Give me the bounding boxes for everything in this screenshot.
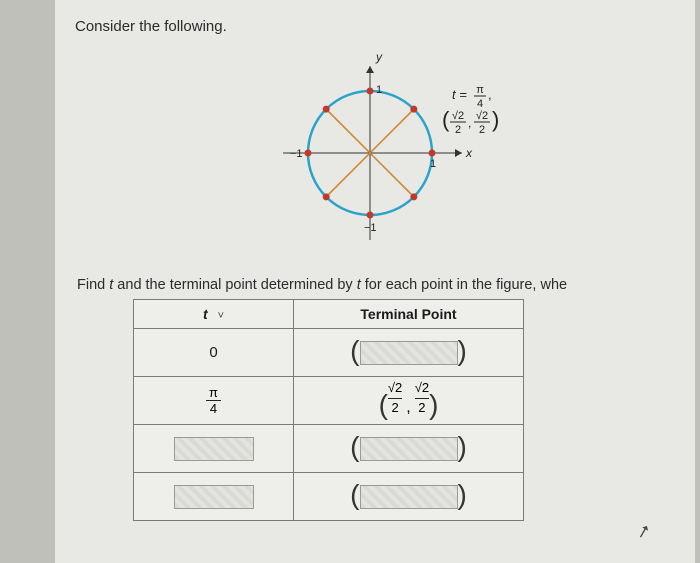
svg-text:1: 1: [430, 158, 436, 170]
svg-text:,: ,: [488, 87, 492, 102]
t-cell: π4: [134, 377, 294, 425]
svg-text:y: y: [375, 50, 383, 64]
terminal-point-input[interactable]: [360, 341, 458, 365]
svg-text:2: 2: [479, 124, 485, 136]
figure-container: yx11−1−1t =π4,(√22,√22): [75, 43, 695, 263]
col-header-terminal-point: Terminal Point: [294, 300, 524, 329]
table-row: π4(√22,√22): [134, 377, 524, 425]
table-row: (): [134, 425, 524, 473]
terminal-point-input[interactable]: [360, 437, 458, 461]
svg-text:4: 4: [477, 98, 483, 110]
cursor-icon: ⭧: [636, 521, 653, 544]
chevron-down-icon: ˅: [208, 310, 224, 322]
t-cell: [134, 425, 294, 473]
col-header-t[interactable]: t˅: [134, 300, 294, 329]
svg-text:x: x: [465, 146, 473, 160]
t-input[interactable]: [174, 437, 254, 461]
svg-text:t =: t =: [452, 87, 467, 102]
svg-text:√2: √2: [452, 110, 464, 122]
t-cell: [134, 473, 294, 521]
svg-text:π: π: [476, 84, 484, 96]
svg-text:(: (: [442, 107, 450, 132]
terminal-point-cell: (): [294, 329, 524, 377]
svg-text:2: 2: [455, 124, 461, 136]
t-cell: 0: [134, 329, 294, 377]
terminal-point-cell: (): [294, 473, 524, 521]
svg-text:−1: −1: [290, 148, 303, 160]
svg-text:1: 1: [376, 84, 382, 96]
terminal-point-input[interactable]: [360, 485, 458, 509]
svg-text:,: ,: [468, 116, 471, 130]
table-row: 0(): [134, 329, 524, 377]
instruction-text: Find t and the terminal point determined…: [77, 277, 695, 293]
svg-text:√2: √2: [476, 110, 488, 122]
svg-text:−1: −1: [364, 222, 377, 234]
terminal-point-cell: (√22,√22): [294, 377, 524, 425]
prompt-title: Consider the following.: [75, 18, 695, 35]
worksheet-page: Consider the following. yx11−1−1t =π4,(√…: [55, 0, 695, 563]
terminal-point-table: t˅ Terminal Point 0()π4(√22,√22)()(): [133, 299, 524, 521]
terminal-point-cell: (): [294, 425, 524, 473]
t-input[interactable]: [174, 485, 254, 509]
table-row: (): [134, 473, 524, 521]
unit-circle-figure: yx11−1−1t =π4,(√22,√22): [220, 43, 550, 263]
svg-text:): ): [492, 107, 499, 132]
